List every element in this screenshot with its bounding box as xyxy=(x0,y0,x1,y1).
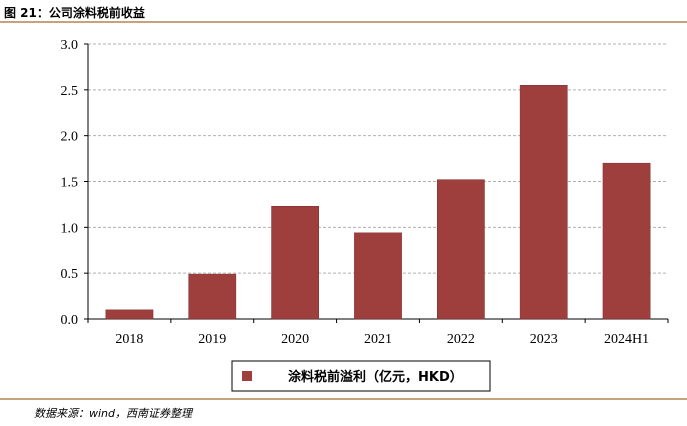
x-tick-label: 2024H1 xyxy=(604,332,649,347)
top-rule xyxy=(0,21,687,23)
bar-2022 xyxy=(436,179,485,320)
y-tick-label: 3.0 xyxy=(61,38,79,53)
bar-2021 xyxy=(354,232,402,320)
bar-2024H1 xyxy=(602,162,651,320)
x-tick-label: 2018 xyxy=(115,332,143,347)
bar-2019 xyxy=(188,273,237,320)
x-tick-label: 2021 xyxy=(364,332,392,347)
y-tick-label: 0.0 xyxy=(61,313,79,328)
y-tick-label: 2.0 xyxy=(61,130,79,145)
legend-swatch xyxy=(242,371,252,381)
y-tick-label: 2.5 xyxy=(61,84,79,99)
x-tick-label: 2023 xyxy=(530,332,558,347)
bar-2023 xyxy=(519,85,568,320)
bar-chart: 0.0 0.5 1.0 1.5 2.0 2.5 3.0 2018 2019 2020 2021 202… xyxy=(61,38,669,392)
bar-2018 xyxy=(105,309,154,320)
y-tick-label: 1.5 xyxy=(61,176,79,191)
source-note: 数据来源：wind，西南证券整理 xyxy=(34,407,193,420)
bottom-rule xyxy=(0,398,687,400)
y-tick-label: 0.5 xyxy=(61,267,79,282)
legend-label: 涂料税前溢利（亿元，HKD） xyxy=(288,369,463,385)
x-tick-label: 2020 xyxy=(281,332,309,347)
figure-title: 图 21：公司涂料税前收益 xyxy=(4,6,145,20)
x-tick-label: 2022 xyxy=(447,332,475,347)
y-tick-label: 1.0 xyxy=(61,221,79,236)
legend-box xyxy=(231,360,491,392)
x-tick-label: 2019 xyxy=(198,332,226,347)
bar-2020 xyxy=(271,206,320,320)
